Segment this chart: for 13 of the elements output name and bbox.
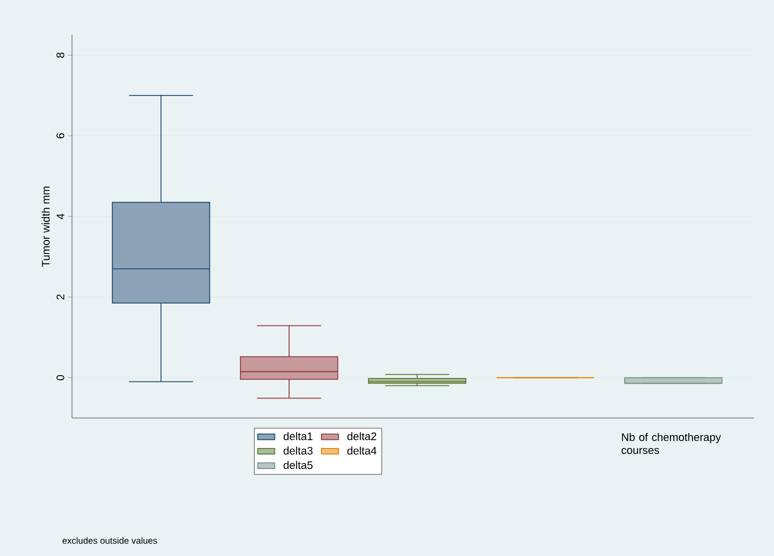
legend-label: delta3 [284,446,313,455]
legend-label: delta4 [347,446,376,455]
x-axis-title: Nb of chemotherapy courses [622,433,721,454]
y-tick-label: 6 [56,133,64,138]
text: excludes outside values [62,537,158,544]
y-tick-label: 4 [56,214,64,220]
legend-label: delta5 [284,460,313,470]
legend-label: delta1 [284,432,313,440]
y-tick-label: 0 [56,375,64,380]
legend-label: delta2 [347,432,376,440]
y-axis-title: Tumor width mm [42,186,50,267]
y-tick-label: 2 [56,294,64,300]
y-tick-label: 8 [56,52,64,58]
